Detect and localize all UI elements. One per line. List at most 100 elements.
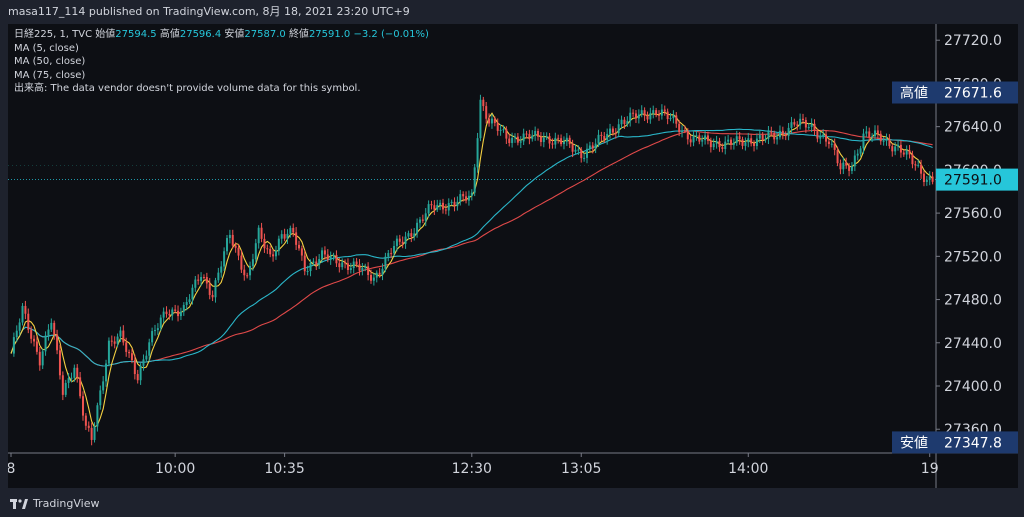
- low-value: 27587.0: [244, 29, 286, 40]
- candle-body: [562, 141, 565, 145]
- candle-body: [462, 194, 465, 197]
- candle-body: [850, 166, 853, 171]
- y-tick-label: 27640.0: [944, 120, 1002, 136]
- candle-body: [217, 272, 220, 281]
- candle-body: [704, 135, 707, 141]
- candle-body: [364, 266, 367, 268]
- candle-body: [370, 274, 372, 281]
- candle-body: [496, 123, 499, 131]
- candle-body: [191, 287, 194, 300]
- candle-body: [286, 233, 289, 239]
- candle-body: [174, 309, 177, 311]
- candle-body: [266, 248, 269, 250]
- candle-body: [453, 201, 456, 207]
- candle-body: [721, 147, 724, 149]
- candle-body: [390, 253, 393, 255]
- candle-body: [525, 133, 528, 135]
- candle-body: [490, 118, 493, 124]
- candle-body: [629, 112, 632, 122]
- candle-body: [511, 137, 514, 143]
- candle-body: [318, 259, 321, 265]
- candle-body: [776, 137, 779, 140]
- candle-body: [640, 110, 643, 115]
- candle-body: [410, 233, 413, 237]
- candle-body: [393, 245, 396, 254]
- candle-body: [505, 129, 508, 139]
- candle-body: [119, 330, 122, 337]
- candle-body: [695, 135, 698, 137]
- ma75-legend[interactable]: MA (75, close): [14, 69, 86, 81]
- candle-body: [689, 139, 692, 143]
- ma5-legend[interactable]: MA (5, close): [14, 42, 79, 54]
- candle-body: [223, 251, 226, 267]
- y-tick-label: 27440.0: [944, 336, 1002, 352]
- candle-body: [473, 167, 476, 193]
- candle-body: [202, 277, 205, 279]
- candle-body: [899, 144, 902, 153]
- ma50-legend[interactable]: MA (50, close): [14, 56, 86, 67]
- candle-body: [323, 250, 326, 255]
- candle-body: [361, 267, 364, 271]
- candle-body: [41, 351, 44, 366]
- candle-body: [784, 134, 787, 137]
- candle-body: [24, 305, 27, 314]
- candle-body: [577, 149, 580, 151]
- x-tick-label: 19: [921, 461, 939, 477]
- candle-body: [447, 203, 450, 211]
- high-price-label[interactable]: 高値 27671.6: [892, 81, 1018, 104]
- x-tick-label: 10:35: [264, 461, 304, 477]
- candle-body: [237, 247, 240, 256]
- candle-body: [502, 129, 505, 131]
- ma50-line: [10, 128, 933, 367]
- x-tick-label: 13:05: [561, 461, 601, 477]
- last-price-label[interactable]: 27591.0: [936, 168, 1018, 191]
- candle-body: [76, 367, 79, 378]
- candle-body: [537, 130, 540, 137]
- candle-body: [781, 130, 784, 135]
- candle-body: [84, 415, 87, 426]
- candle-body: [346, 263, 349, 271]
- chart-area[interactable]: 27360.0 27400.0 27440.0 27480.0 27520.0 27560…: [7, 24, 1018, 488]
- candle-body: [738, 136, 741, 140]
- candle-body: [321, 250, 324, 260]
- candle-body: [35, 341, 38, 352]
- candle-body: [594, 143, 597, 149]
- candle-body: [787, 127, 790, 137]
- low-price-label[interactable]: 安値 27347.8: [892, 431, 1018, 454]
- candle-body: [565, 137, 568, 142]
- candle-body: [807, 126, 810, 128]
- footer-bar: TradingView: [0, 488, 1024, 517]
- candle-body: [623, 119, 626, 125]
- candle-body: [200, 277, 203, 281]
- candle-body: [686, 130, 689, 140]
- candle-body: [185, 302, 188, 306]
- candle-body: [833, 143, 836, 150]
- candle-body: [735, 136, 738, 143]
- candle-body: [528, 134, 531, 140]
- candle-body: [168, 314, 171, 316]
- candle-body: [825, 134, 828, 142]
- candle-body: [156, 328, 159, 331]
- candle-body: [384, 256, 387, 269]
- candle-body: [30, 329, 33, 339]
- price-tag-text: 高値: [900, 85, 928, 102]
- candle-body: [522, 133, 525, 142]
- candle-body: [914, 164, 917, 166]
- candle-body: [839, 163, 842, 170]
- candle-body: [678, 123, 681, 133]
- candle-body: [444, 209, 447, 211]
- candle-body: [87, 425, 90, 428]
- candle-body: [666, 111, 669, 119]
- tradingview-logo[interactable]: TradingView: [10, 497, 99, 510]
- candle-body: [231, 234, 234, 246]
- candle-body: [534, 130, 537, 136]
- price-value-text: 27671.6: [944, 86, 1002, 102]
- candle-body: [421, 219, 424, 221]
- candle-body: [367, 266, 370, 275]
- candle-body: [902, 152, 905, 155]
- candle-body: [424, 213, 427, 221]
- candle-body: [171, 309, 174, 316]
- candle-body: [295, 232, 298, 245]
- candle-body: [476, 138, 479, 168]
- price-chart[interactable]: 27360.027400.027440.027480.027520.027560…: [7, 24, 1018, 488]
